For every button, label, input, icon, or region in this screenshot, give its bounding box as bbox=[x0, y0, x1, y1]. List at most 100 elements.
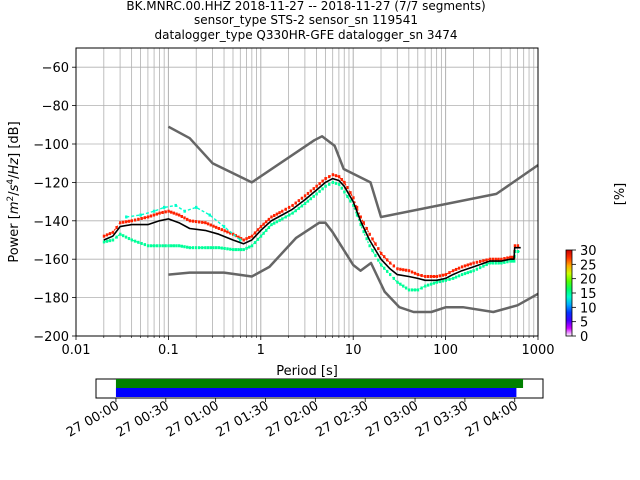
psd-cell-lower bbox=[262, 231, 265, 235]
psd-cell-lower bbox=[177, 244, 181, 248]
y-tick-label: −120 bbox=[33, 176, 69, 191]
timeline-tick-label: 27 02:30 bbox=[313, 398, 371, 440]
psd-cell-lower bbox=[108, 239, 112, 243]
psd-cell-upper bbox=[212, 224, 215, 228]
psd-cell-upper bbox=[158, 211, 161, 215]
psd-cell-upper bbox=[424, 274, 427, 278]
psd-cell-upper bbox=[494, 257, 497, 261]
psd-cell-upper bbox=[167, 209, 170, 213]
psd-scatter-point bbox=[162, 205, 166, 209]
colorbar-tick-label: 0 bbox=[580, 330, 588, 345]
psd-cell-lower bbox=[371, 249, 374, 253]
psd-cell-upper bbox=[485, 258, 488, 262]
psd-cell-lower bbox=[237, 248, 240, 252]
psd-cell-upper bbox=[115, 226, 118, 230]
psd-cell-upper bbox=[180, 214, 184, 218]
psd-cell-lower bbox=[435, 280, 439, 284]
timeline-bar bbox=[115, 379, 524, 388]
psd-cell-lower bbox=[432, 281, 436, 285]
psd-cell-lower bbox=[149, 244, 153, 248]
psd-cell-lower bbox=[448, 277, 451, 281]
psd-cell-upper bbox=[119, 221, 122, 225]
y-tick-label: −100 bbox=[33, 138, 69, 153]
psd-cell-lower bbox=[281, 217, 284, 221]
psd-cell-upper bbox=[201, 220, 204, 224]
timeline-tick-label: 27 01:00 bbox=[164, 398, 222, 440]
colorbar-tick-label: 20 bbox=[580, 273, 597, 288]
noise-model-low-line bbox=[168, 221, 539, 314]
psd-scatter-point bbox=[208, 213, 211, 217]
psd-cell-lower bbox=[105, 239, 109, 243]
psd-cell-lower bbox=[161, 244, 164, 248]
psd-cell-lower bbox=[229, 247, 232, 251]
y-tick-label: −180 bbox=[33, 292, 69, 307]
psd-cell-lower bbox=[466, 271, 470, 275]
psd-cell-lower bbox=[267, 226, 271, 230]
psd-cell-upper bbox=[383, 255, 386, 259]
series-layer bbox=[102, 125, 539, 314]
psd-cell-upper bbox=[124, 220, 128, 224]
title-line-1: BK.MNRC.00.HHZ 2018-11-27 -- 2018-11-27 … bbox=[126, 0, 485, 13]
psd-cell-upper bbox=[170, 210, 173, 214]
colorbar-label: [%] bbox=[613, 183, 628, 206]
psd-cell-upper bbox=[223, 229, 226, 233]
psd-cell-lower bbox=[444, 278, 447, 282]
psd-cell-lower bbox=[488, 261, 492, 265]
psd-cell-lower bbox=[172, 244, 176, 248]
psd-cell-lower bbox=[248, 245, 251, 249]
timeline-tick-label: 27 00:00 bbox=[64, 398, 122, 440]
psd-cell-lower bbox=[119, 232, 122, 236]
x-tick-label: 10 bbox=[345, 343, 362, 358]
timeline-tick-label: 27 00:30 bbox=[114, 398, 172, 440]
timeline-tick-label: 27 01:30 bbox=[214, 398, 272, 440]
psd-cell-upper bbox=[214, 225, 218, 229]
plot-frame bbox=[75, 47, 539, 337]
grid bbox=[75, 48, 538, 337]
psd-cell-upper bbox=[188, 219, 192, 223]
psd-cell-upper bbox=[250, 234, 254, 238]
psd-cell-lower bbox=[469, 270, 472, 274]
psd-cell-upper bbox=[245, 237, 248, 241]
psd-cell-upper bbox=[404, 268, 408, 272]
psd-cell-lower bbox=[303, 202, 307, 206]
psd-cell-lower bbox=[402, 284, 405, 288]
psd-cell-upper bbox=[256, 228, 260, 232]
psd-cell-lower bbox=[212, 246, 215, 250]
colorbar-tick-label: 30 bbox=[580, 244, 597, 259]
psd-cell-upper bbox=[127, 219, 131, 223]
psd-cell-lower bbox=[130, 238, 134, 242]
psd-cell-upper bbox=[253, 231, 257, 235]
psd-scatter-line bbox=[126, 204, 241, 241]
mode-line bbox=[103, 177, 521, 282]
colorbar-tick-label: 25 bbox=[580, 258, 597, 273]
psd-cell-lower bbox=[509, 259, 512, 263]
psd-cell-upper bbox=[466, 263, 470, 267]
psd-cell-upper bbox=[105, 233, 109, 237]
colorbar-tick-label: 10 bbox=[580, 301, 597, 316]
colorbar-tick-label: 15 bbox=[580, 287, 597, 302]
psd-cell-lower bbox=[245, 246, 248, 250]
psd-cell-upper bbox=[506, 256, 509, 260]
psd-cell-upper bbox=[278, 211, 281, 215]
timeline-tick-label: 27 02:00 bbox=[263, 398, 321, 440]
timeline-tick-label: 27 03:00 bbox=[363, 398, 421, 440]
psd-cell-lower bbox=[180, 244, 184, 248]
psd-scatter-point bbox=[183, 209, 186, 213]
psd-cell-upper bbox=[204, 221, 207, 225]
psd-cell-lower bbox=[337, 182, 341, 186]
psd-cell-lower bbox=[383, 266, 386, 270]
psd-upper-line bbox=[103, 174, 521, 278]
psd-cell-upper bbox=[441, 273, 445, 277]
psd-cell-lower bbox=[355, 213, 359, 217]
psd-cell-lower bbox=[291, 211, 294, 215]
psd-cell-lower bbox=[399, 282, 402, 286]
psd-cell-lower bbox=[253, 241, 257, 245]
psd-cell-upper bbox=[482, 259, 485, 263]
psd-cell-lower bbox=[497, 261, 500, 265]
psd-cell-lower bbox=[294, 209, 297, 213]
x-tick-label: 1 bbox=[257, 343, 265, 358]
y-tick-label: −160 bbox=[33, 253, 69, 268]
psd-cell-upper bbox=[237, 235, 240, 239]
